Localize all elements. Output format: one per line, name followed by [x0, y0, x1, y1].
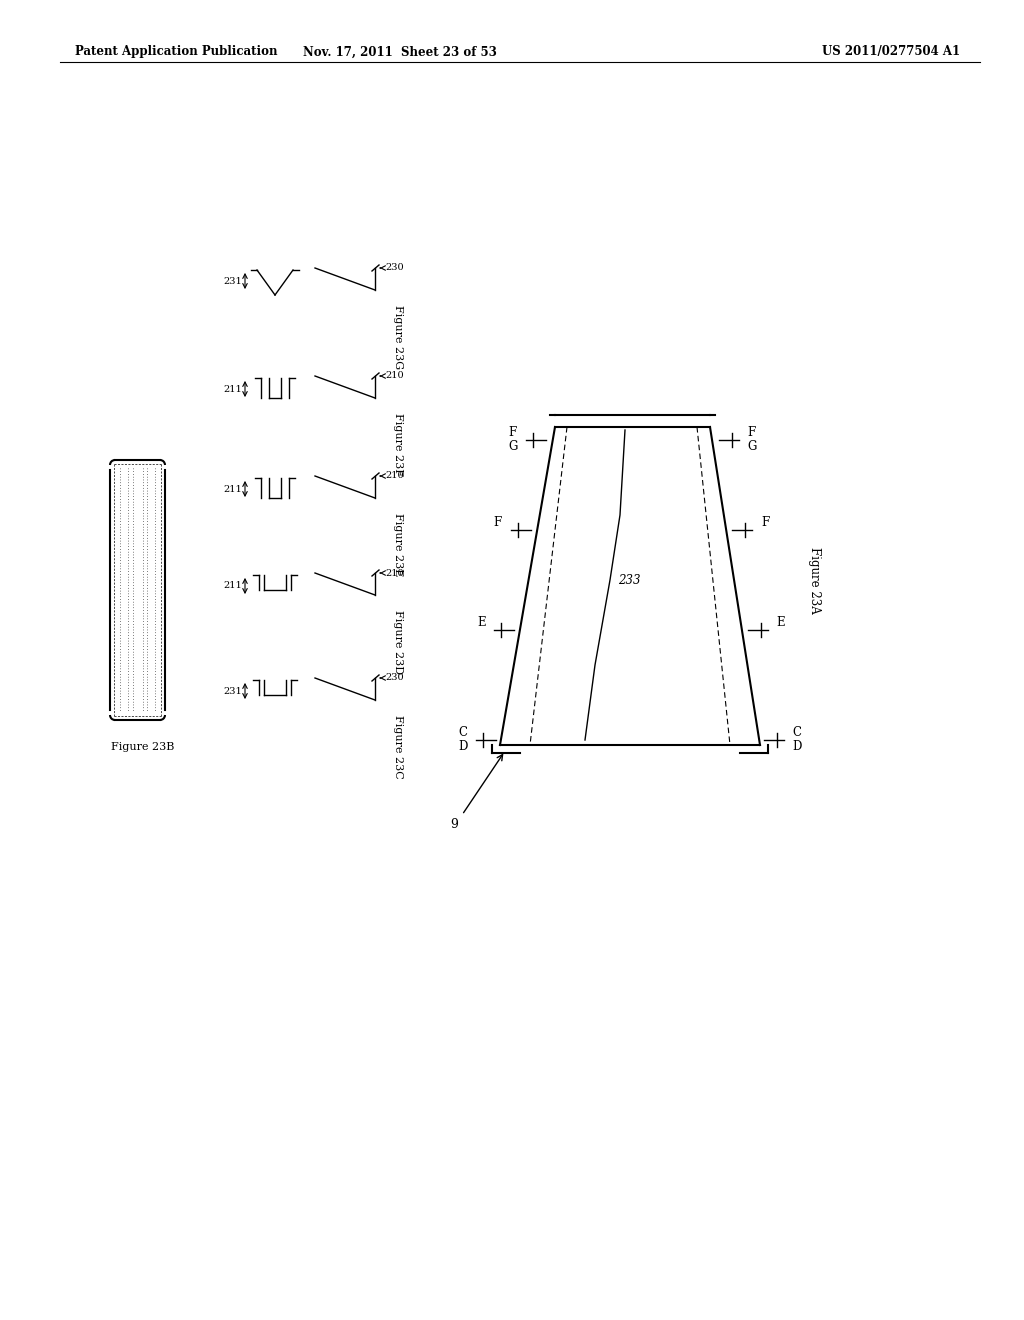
Text: D: D	[793, 739, 802, 752]
Text: 230: 230	[385, 264, 403, 272]
Text: 231: 231	[223, 276, 242, 285]
Text: 211: 211	[223, 484, 242, 494]
Text: 233: 233	[618, 573, 640, 586]
Text: Figure 23B: Figure 23B	[111, 742, 174, 752]
Text: C: C	[793, 726, 802, 738]
Text: G: G	[508, 440, 517, 453]
Text: Figure 23A: Figure 23A	[809, 546, 821, 614]
Text: 231: 231	[223, 686, 242, 696]
Text: C: C	[459, 726, 467, 738]
Text: 211: 211	[223, 582, 242, 590]
Text: Figure 23C: Figure 23C	[393, 715, 403, 779]
Text: Figure 23D: Figure 23D	[393, 610, 403, 675]
Text: Figure 23F: Figure 23F	[393, 413, 403, 477]
Text: 230: 230	[385, 673, 403, 682]
Text: D: D	[458, 739, 468, 752]
Text: 9: 9	[451, 818, 458, 832]
Text: F: F	[509, 425, 517, 438]
Text: 210: 210	[385, 471, 403, 480]
Text: 210: 210	[385, 371, 403, 380]
Text: Patent Application Publication: Patent Application Publication	[75, 45, 278, 58]
Text: E: E	[477, 615, 485, 628]
Text: F: F	[494, 516, 502, 528]
Text: US 2011/0277504 A1: US 2011/0277504 A1	[822, 45, 961, 58]
Text: F: F	[748, 425, 756, 438]
Text: Nov. 17, 2011  Sheet 23 of 53: Nov. 17, 2011 Sheet 23 of 53	[303, 45, 497, 58]
Text: Figure 23G: Figure 23G	[393, 305, 403, 370]
Text: F: F	[761, 516, 770, 528]
Text: G: G	[748, 440, 757, 453]
Text: E: E	[776, 615, 784, 628]
Text: 211: 211	[223, 384, 242, 393]
Text: Figure 23E: Figure 23E	[393, 513, 403, 577]
Text: 210: 210	[385, 569, 403, 578]
